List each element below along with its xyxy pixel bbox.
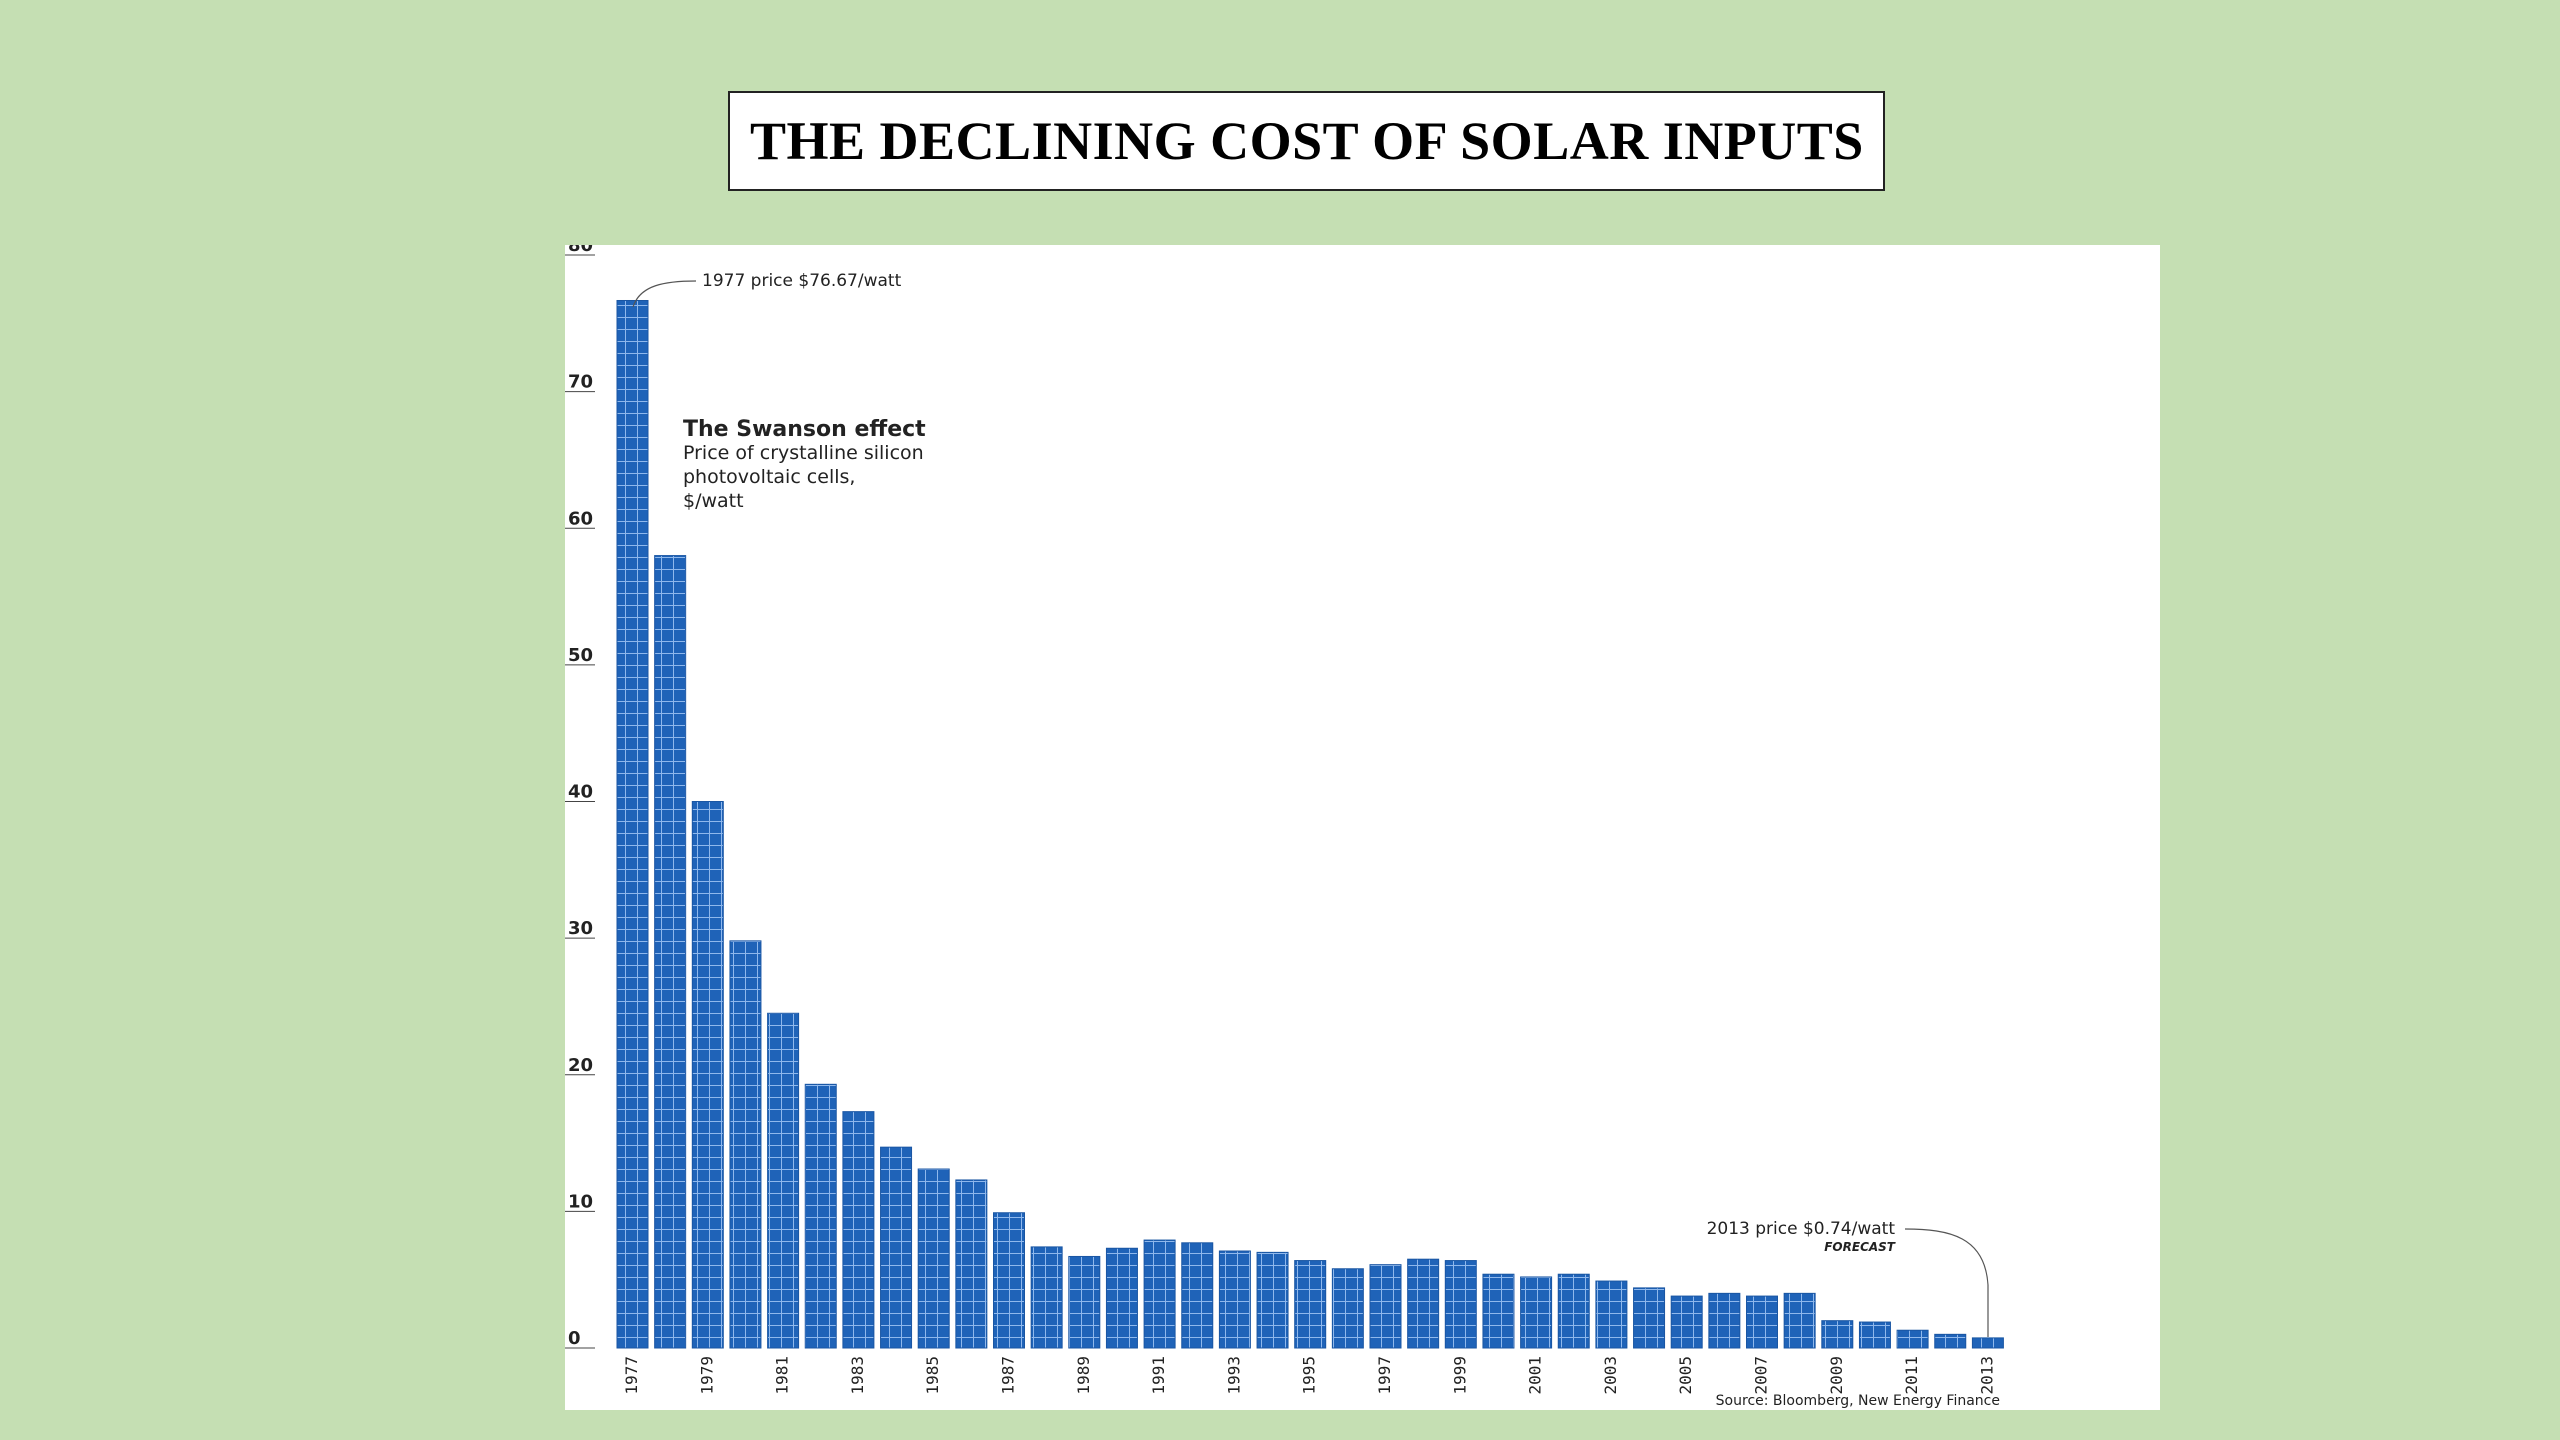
annotation-2013-price: 2013 price $0.74/watt [1707,1219,1896,1239]
x-axis-ticks: 1977 1979 1981 1983 1985 1987 1989 1991 1993 1995… [622,1356,1996,1395]
chart-panel: 0 10 20 30 40 50 60 70 80 1977 1979 1981 1983 1985 19… [565,245,2160,1410]
bar-2004 [1633,1287,1666,1349]
x-tick-label-1977: 1977 [622,1356,641,1395]
x-tick-label-2009: 2009 [1827,1356,1846,1395]
bar-1980 [729,940,762,1349]
bar-1995 [1294,1260,1327,1349]
x-tick-label-1981: 1981 [773,1356,792,1395]
x-tick-label-1991: 1991 [1149,1356,1168,1395]
x-tick-label-1987: 1987 [999,1356,1018,1395]
y-tick-label: 70 [568,372,593,393]
y-tick-label: 10 [568,1191,593,1212]
x-tick-label-1979: 1979 [697,1356,716,1395]
x-tick-label-1999: 1999 [1450,1356,1469,1395]
y-tick-label: 80 [568,245,593,256]
x-tick-label-2005: 2005 [1676,1356,1695,1395]
y-tick-label: 50 [568,645,593,666]
annotation-forecast-label: FORECAST [1824,1240,1896,1254]
bar-1977 [616,299,649,1349]
bar-1986 [955,1179,988,1349]
bar-2010 [1858,1321,1891,1349]
y-tick-label: 40 [568,782,593,803]
bar-1979 [691,801,724,1349]
bar-2011 [1896,1329,1929,1349]
x-tick-label-1993: 1993 [1224,1356,1243,1395]
annotation-1977-price: 1977 price $76.67/watt [702,271,902,291]
bar-1984 [880,1146,913,1349]
bar-1997 [1369,1264,1402,1349]
bar-2009 [1821,1320,1854,1349]
annotation-2013-leader-line [1904,1228,1989,1337]
bar-1978 [654,555,687,1349]
bar-1998 [1407,1258,1440,1349]
bar-1987 [993,1212,1025,1349]
x-tick-label-1983: 1983 [848,1356,867,1395]
x-tick-label-1997: 1997 [1375,1356,1394,1395]
y-tick-label: 60 [568,508,593,529]
bar-1983 [842,1111,875,1349]
chart-subtitle-line-1: Price of crystalline silicon [683,442,924,464]
y-tick-label: 30 [568,918,593,939]
y-axis-ticks: 0 10 20 30 40 50 60 70 80 [565,245,595,1349]
x-tick-label-2007: 2007 [1752,1356,1771,1395]
bar-1982 [804,1083,837,1349]
bar-2002 [1557,1273,1590,1349]
bar-1992 [1181,1242,1214,1349]
bar-1990 [1105,1247,1138,1349]
annotation-1977-leader-line [632,280,697,308]
bar-2008 [1783,1292,1816,1349]
x-tick-label-1989: 1989 [1074,1356,1093,1395]
bar-1999 [1444,1260,1477,1349]
chart-source: Source: Bloomberg, New Energy Finance [1716,1393,2000,1409]
y-tick-label: 20 [568,1055,593,1076]
y-tick-label: 0 [568,1328,581,1349]
x-tick-label-2003: 2003 [1601,1356,1620,1395]
chart-title: The Swanson effect [683,417,926,442]
bar-2007 [1746,1295,1778,1349]
bar-1991 [1143,1239,1176,1349]
slide-title: THE DECLINING COST OF SOLAR INPUTS [728,91,1885,191]
x-tick-label-1995: 1995 [1300,1356,1319,1395]
chart-subtitle-line-3: $/watt [683,490,744,512]
bar-2012 [1934,1333,1967,1349]
x-tick-label-2013: 2013 [1977,1356,1996,1395]
bar-1993 [1218,1250,1251,1349]
bars-group [616,299,2004,1349]
bar-1985 [917,1168,950,1349]
x-tick-label-2011: 2011 [1902,1356,1921,1395]
bar-2003 [1595,1280,1628,1349]
bar-1988 [1030,1246,1063,1349]
bar-2013 [1971,1337,2004,1349]
chart-subtitle-line-2: photovoltaic cells, [683,466,855,488]
bar-2006 [1708,1292,1741,1349]
x-tick-label-1985: 1985 [923,1356,942,1395]
bar-1994 [1256,1251,1289,1349]
bar-1981 [767,1012,800,1349]
bar-1989 [1068,1255,1101,1349]
bar-2000 [1482,1273,1515,1349]
bar-1996 [1331,1268,1364,1349]
x-tick-label-2001: 2001 [1526,1356,1545,1395]
bar-2005 [1670,1295,1703,1349]
bar-2001 [1520,1276,1553,1349]
